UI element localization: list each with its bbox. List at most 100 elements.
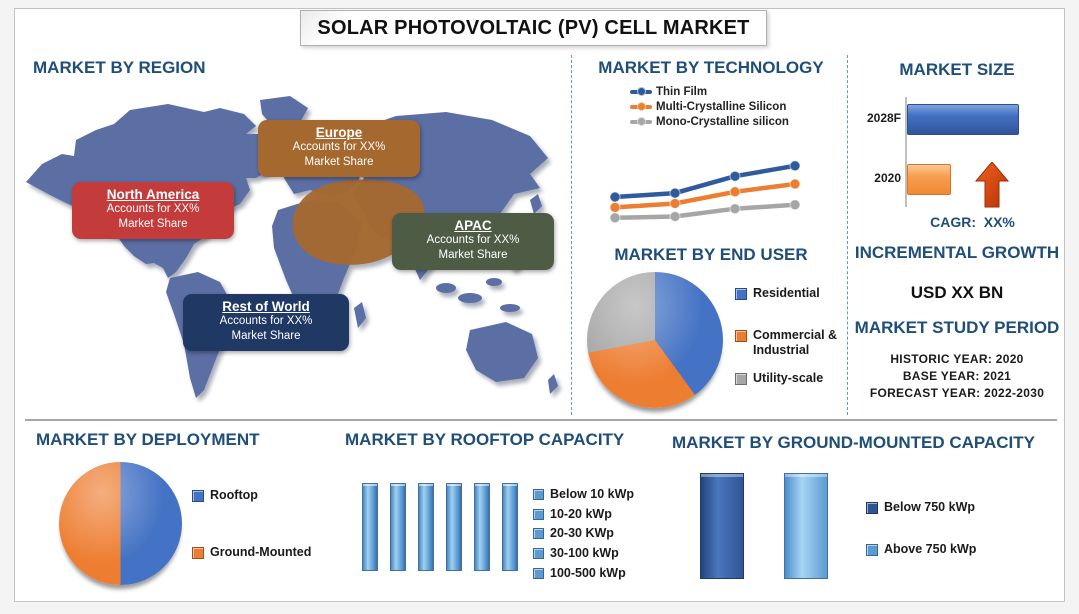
legend-label: 100-500 kWp bbox=[550, 565, 626, 580]
legend-swatch-icon bbox=[735, 329, 747, 342]
legend-swatch-icon bbox=[192, 490, 204, 502]
page-title: SOLAR PHOTOVOLTAIC (PV) CELL MARKET bbox=[317, 16, 750, 39]
technology-legend-item: Multi-Crystalline Silicon bbox=[630, 99, 789, 114]
legend-label: Rooftop bbox=[210, 488, 258, 502]
rooftop-bar-chart bbox=[362, 483, 518, 571]
base-year-line: BASE YEAR: 2021 bbox=[902, 369, 1012, 383]
title-box: SOLAR PHOTOVOLTAIC (PV) CELL MARKET bbox=[300, 10, 767, 46]
data-point-marker bbox=[789, 178, 801, 190]
data-point-marker bbox=[669, 211, 681, 222]
ground-legend: Below 750 kWp Above 750 kWp bbox=[866, 500, 976, 557]
forecast-year-line: FORECAST YEAR: 2022-2030 bbox=[869, 386, 1045, 400]
callout-region-name: Rest of World bbox=[222, 299, 310, 314]
legend-swatch-icon bbox=[533, 567, 544, 579]
callout-europe: Europe Accounts for XX% Market Share bbox=[258, 120, 420, 178]
historic-year-line: HISTORIC YEAR: 2020 bbox=[890, 352, 1024, 366]
line-series bbox=[612, 163, 798, 200]
rooftop-bar bbox=[446, 483, 462, 571]
market-size-axis bbox=[905, 97, 907, 207]
data-point-marker bbox=[669, 187, 681, 199]
rooftop-legend-item: 20-30 KWp bbox=[533, 526, 634, 542]
technology-legend-item: Thin Film bbox=[630, 84, 789, 99]
ground-bar-chart bbox=[700, 473, 828, 579]
legend-label: Below 750 kWp bbox=[884, 500, 975, 514]
legend-line-marker-icon bbox=[630, 101, 652, 111]
rooftop-section-heading: MARKET BY ROOFTOP CAPACITY bbox=[345, 430, 625, 449]
ground-legend-item: Below 750 kWp bbox=[866, 500, 976, 516]
data-point-marker bbox=[789, 160, 801, 172]
legend-label: Above 750 kWp bbox=[884, 541, 977, 556]
rooftop-legend-item: 30-100 kWp bbox=[533, 546, 634, 562]
new-zealand-landmass bbox=[548, 374, 558, 394]
rooftop-bar bbox=[390, 483, 406, 571]
legend-label: Ground-Mounted bbox=[210, 545, 312, 559]
legend-swatch-icon bbox=[735, 372, 747, 385]
callout-north-america: North America Accounts for XX% Market Sh… bbox=[72, 182, 234, 240]
end-user-legend-item: Commercial & Industrial bbox=[735, 328, 840, 359]
technology-line-chart bbox=[609, 160, 801, 224]
data-point-marker bbox=[609, 191, 621, 203]
incremental-growth-value: USD XX BN bbox=[910, 283, 1004, 302]
callout-share-line: Accounts for XX% bbox=[292, 141, 386, 153]
incremental-growth-heading: INCREMENTAL GROWTH bbox=[854, 243, 1060, 262]
end-user-pie-chart bbox=[587, 272, 723, 408]
study-period-heading: MARKET STUDY PERIOD bbox=[854, 318, 1060, 337]
technology-section-heading: MARKET BY TECHNOLOGY bbox=[598, 58, 824, 77]
ground-legend-item: Above 750 kWp bbox=[866, 542, 976, 558]
market-size-bar-label: 2020 bbox=[874, 171, 901, 185]
line-series bbox=[612, 202, 798, 221]
europe-highlight-region bbox=[292, 179, 425, 265]
legend-label: Thin Film bbox=[656, 85, 708, 98]
southeast-asia-island bbox=[458, 293, 482, 303]
deployment-legend: Rooftop Ground-Mounted bbox=[192, 488, 312, 559]
study-period-lines: HISTORIC YEAR: 2020 BASE YEAR: 2021 FORE… bbox=[851, 351, 1063, 402]
legend-label: Utility-scale bbox=[753, 370, 824, 385]
data-point-marker bbox=[729, 170, 741, 182]
ground-bar bbox=[784, 473, 828, 579]
rooftop-bar bbox=[502, 483, 518, 571]
rooftop-legend-item: 10-20 kWp bbox=[533, 507, 634, 523]
legend-label: Multi-Crystalline Silicon bbox=[656, 100, 787, 113]
vertical-divider-left bbox=[571, 55, 572, 415]
legend-swatch-icon bbox=[192, 547, 204, 559]
end-user-legend-item: Utility-scale bbox=[735, 371, 840, 387]
callout-share-line: Accounts for XX% bbox=[106, 203, 200, 215]
market-size-section-heading: MARKET SIZE bbox=[899, 60, 1015, 79]
legend-label: Mono-Crystalline silicon bbox=[656, 115, 789, 128]
cagr-label: CAGR: XX% bbox=[930, 214, 1015, 230]
legend-swatch-icon bbox=[533, 547, 544, 559]
callout-share-line: Accounts for XX% bbox=[219, 315, 313, 327]
data-point-marker bbox=[669, 198, 681, 209]
ground-bar bbox=[700, 473, 744, 579]
australia-landmass bbox=[466, 322, 538, 382]
legend-swatch-icon bbox=[533, 528, 544, 540]
data-point-marker bbox=[729, 186, 741, 198]
deployment-legend-item: Ground-Mounted bbox=[192, 545, 312, 559]
growth-arrow-icon bbox=[975, 162, 1009, 208]
legend-label: 10-20 kWp bbox=[550, 506, 612, 521]
rooftop-legend-item: Below 10 kWp bbox=[533, 487, 634, 503]
vertical-divider-right bbox=[847, 55, 848, 415]
legend-swatch-icon bbox=[866, 543, 878, 556]
legend-label: Below 10 kWp bbox=[550, 487, 635, 501]
ground-section-heading: MARKET BY GROUND-MOUNTED CAPACITY bbox=[672, 433, 1035, 452]
region-section-heading: MARKET BY REGION bbox=[33, 58, 206, 77]
legend-line-marker-icon bbox=[630, 116, 652, 126]
incremental-growth-value-wrap: USD XX BN bbox=[851, 283, 1063, 303]
data-point-marker bbox=[729, 203, 741, 215]
legend-label: Residential bbox=[753, 286, 820, 300]
callout-share-line: Market Share bbox=[438, 249, 508, 262]
legend-swatch-icon bbox=[866, 502, 878, 514]
southeast-asia-island bbox=[500, 304, 520, 312]
rooftop-bar bbox=[474, 483, 490, 571]
deployment-section-heading: MARKET BY DEPLOYMENT bbox=[36, 430, 260, 449]
callout-share-line: Accounts for XX% bbox=[426, 234, 520, 246]
japan-landmass bbox=[530, 194, 542, 214]
end-user-section-heading: MARKET BY END USER bbox=[614, 245, 808, 264]
legend-label: Commercial & Industrial bbox=[753, 327, 838, 358]
legend-swatch-icon bbox=[735, 288, 747, 300]
end-user-legend: Residential Commercial & Industrial Utilit… bbox=[735, 286, 840, 387]
market-size-bar-2028f bbox=[907, 104, 1019, 135]
legend-swatch-icon bbox=[533, 508, 544, 520]
